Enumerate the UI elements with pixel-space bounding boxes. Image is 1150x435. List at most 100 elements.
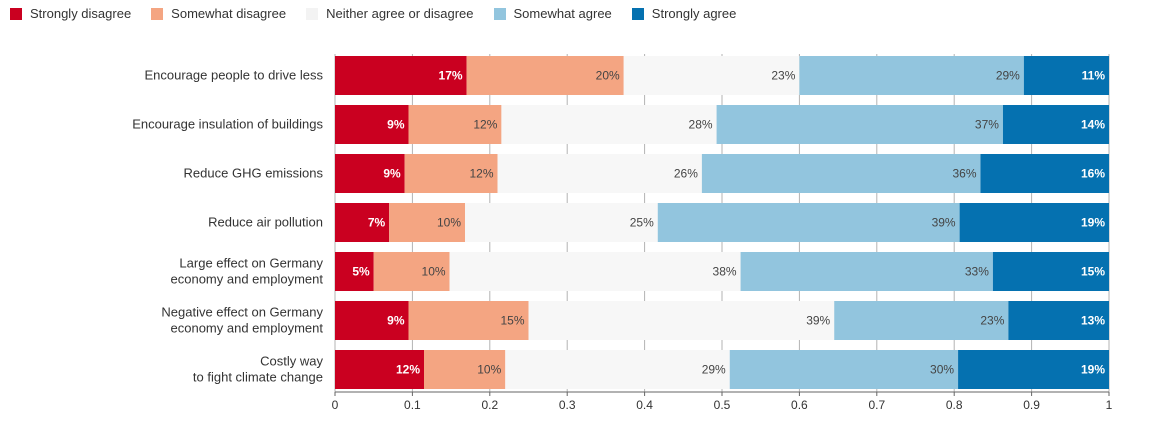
x-tick-label: 0 xyxy=(332,398,339,412)
data-label: 10% xyxy=(422,265,446,279)
bar-segment xyxy=(335,203,390,242)
bar-segment xyxy=(335,350,425,389)
x-tick-label: 0.3 xyxy=(559,398,576,412)
legend-item[interactable]: Strongly agree xyxy=(631,6,736,21)
bar-segment xyxy=(335,154,405,193)
bar-segment xyxy=(373,252,450,291)
data-label: 29% xyxy=(702,363,726,377)
x-tick-label: 0.4 xyxy=(636,398,653,412)
category-label: Negative effect on Germany xyxy=(161,305,323,320)
x-tick-label: 0.5 xyxy=(714,398,731,412)
data-label: 29% xyxy=(996,69,1020,83)
x-tick-label: 0.7 xyxy=(868,398,885,412)
category-label: economy and employment xyxy=(171,272,324,287)
legend-swatch xyxy=(151,7,164,20)
bar-segment xyxy=(799,56,1024,95)
x-tick-label: 0.6 xyxy=(791,398,808,412)
data-label: 23% xyxy=(771,69,795,83)
bar-segment xyxy=(449,252,741,291)
bar-segment xyxy=(408,301,529,340)
x-tick-label: 0.2 xyxy=(481,398,498,412)
bar-segment xyxy=(992,252,1109,291)
bar-segment xyxy=(404,154,498,193)
data-label: 15% xyxy=(500,314,524,328)
data-label: 38% xyxy=(713,265,737,279)
data-label: 12% xyxy=(470,167,494,181)
bar-segment xyxy=(980,154,1109,193)
legend-swatch xyxy=(631,7,644,20)
data-label: 14% xyxy=(1081,118,1105,132)
bar-segment xyxy=(701,154,981,193)
data-label: 9% xyxy=(387,118,405,132)
legend-label: Strongly disagree xyxy=(30,6,132,21)
data-label: 5% xyxy=(352,265,370,279)
x-tick-label: 0.1 xyxy=(404,398,421,412)
category-label: Large effect on Germany xyxy=(179,256,323,271)
bar-segment xyxy=(623,56,800,95)
legend-item[interactable]: Neither agree or disagree xyxy=(306,6,474,21)
legend-item[interactable]: Strongly disagree xyxy=(10,6,131,21)
data-label: 12% xyxy=(473,118,497,132)
data-label: 13% xyxy=(1081,314,1105,328)
bar-segment xyxy=(335,56,467,95)
data-label: 33% xyxy=(965,265,989,279)
data-label: 15% xyxy=(1081,265,1105,279)
data-label: 9% xyxy=(383,167,401,181)
data-label: 12% xyxy=(396,363,420,377)
bar-segment xyxy=(335,105,409,144)
data-label: 39% xyxy=(932,216,956,230)
bar-segment xyxy=(959,203,1109,242)
bar-segment xyxy=(335,252,374,291)
bar-segment xyxy=(335,301,409,340)
data-label: 36% xyxy=(952,167,976,181)
bar-segment xyxy=(501,105,717,144)
data-label: 16% xyxy=(1081,167,1105,181)
data-label: 11% xyxy=(1082,69,1106,83)
category-label: Encourage people to drive less xyxy=(144,68,323,83)
legend-swatch xyxy=(493,7,506,20)
data-label: 23% xyxy=(980,314,1004,328)
bar-segment xyxy=(1002,105,1109,144)
bar-segment xyxy=(505,350,730,389)
legend-swatch xyxy=(306,7,319,20)
bar-segment xyxy=(465,203,658,242)
bar-segment xyxy=(729,350,959,389)
x-tick-label: 1 xyxy=(1106,398,1113,412)
category-label: economy and employment xyxy=(171,321,324,336)
bar-segment xyxy=(716,105,1003,144)
data-label: 10% xyxy=(477,363,501,377)
bar-segment xyxy=(528,301,835,340)
data-label: 19% xyxy=(1081,363,1105,377)
data-label: 9% xyxy=(387,314,405,328)
bar-segment xyxy=(497,154,702,193)
legend-label: Neither agree or disagree xyxy=(326,6,474,21)
x-tick-label: 0.8 xyxy=(946,398,963,412)
data-label: 28% xyxy=(689,118,713,132)
data-label: 25% xyxy=(630,216,654,230)
data-label: 10% xyxy=(437,216,461,230)
category-label: Reduce air pollution xyxy=(208,215,323,230)
bar-segment xyxy=(1023,56,1109,95)
bar-segment xyxy=(466,56,624,95)
legend-label: Somewhat disagree xyxy=(171,6,287,21)
data-label: 37% xyxy=(975,118,999,132)
bar-segment xyxy=(389,203,466,242)
legend-label: Somewhat agree xyxy=(513,6,612,21)
legend-swatch xyxy=(10,7,22,20)
data-label: 7% xyxy=(368,216,386,230)
data-label: 19% xyxy=(1081,216,1105,230)
category-label: Costly way xyxy=(260,354,323,369)
category-label: to fight climate change xyxy=(193,370,323,385)
bar-segment xyxy=(657,203,960,242)
legend: Strongly disagree Somewhat disagree Neithe… xyxy=(10,6,736,21)
bar-segment xyxy=(958,350,1109,389)
category-label: Reduce GHG emissions xyxy=(184,166,324,181)
bar-segment xyxy=(408,105,502,144)
data-label: 39% xyxy=(806,314,830,328)
data-label: 26% xyxy=(674,167,698,181)
legend-item[interactable]: Somewhat agree xyxy=(493,6,612,21)
x-tick-label: 0.9 xyxy=(1023,398,1040,412)
legend-item[interactable]: Somewhat disagree xyxy=(151,6,286,21)
